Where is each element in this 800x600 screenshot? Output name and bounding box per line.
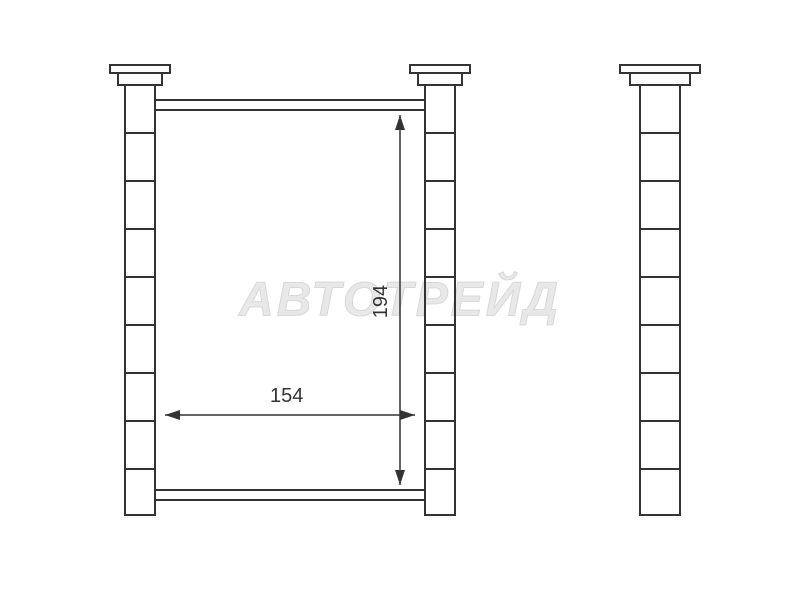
right-column [425, 85, 455, 515]
height-dimension-label: 194 [370, 285, 393, 318]
width-dimension-label: 154 [270, 385, 303, 408]
side-column [640, 85, 680, 515]
height-dimension [395, 115, 405, 485]
right-column-cap [410, 65, 470, 85]
left-column [125, 85, 155, 515]
width-dimension [165, 410, 415, 420]
technical-drawing-svg [0, 0, 800, 600]
diagram-canvas: АВТОТРЕЙД [0, 0, 800, 600]
left-column-cap [110, 65, 170, 85]
top-bar [155, 100, 425, 110]
side-column-cap [620, 65, 700, 85]
bottom-bar [155, 490, 425, 500]
